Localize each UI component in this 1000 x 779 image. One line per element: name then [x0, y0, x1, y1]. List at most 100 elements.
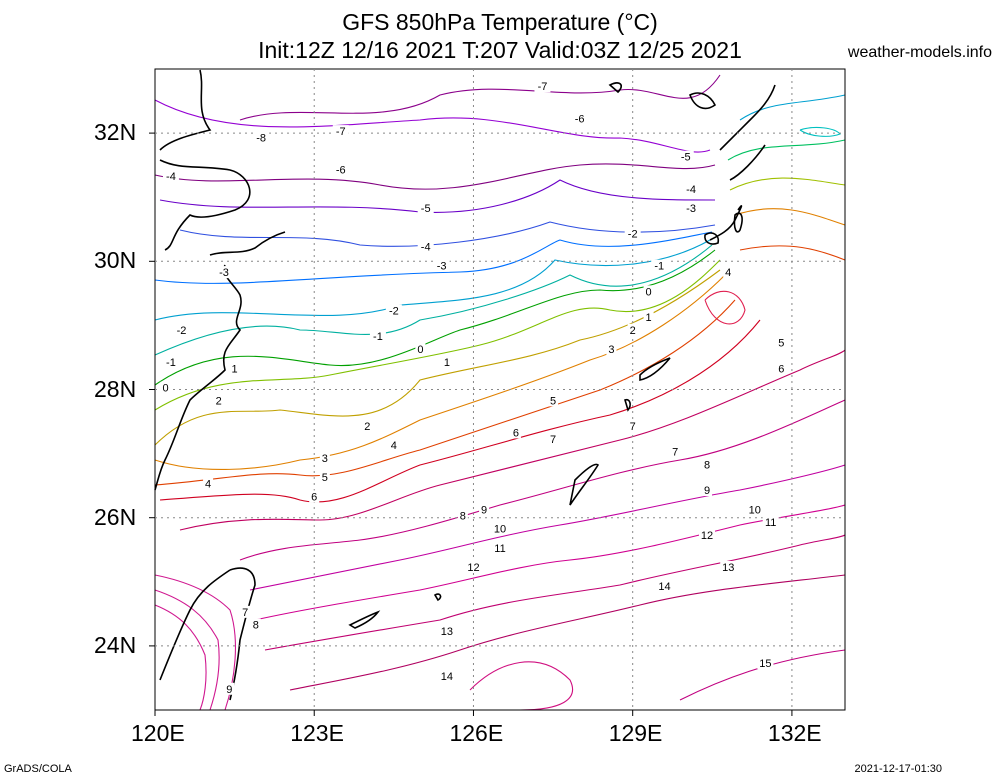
- contour-label: -5: [421, 203, 431, 215]
- contour-label-bg: [162, 355, 179, 368]
- contour-label: 3: [608, 344, 614, 356]
- contour-label: -1: [166, 357, 176, 369]
- island-ryukyu-1: [639, 357, 671, 381]
- lat-lon-grid: [155, 69, 845, 710]
- contour-label-bg: [651, 259, 668, 272]
- contour-label-bg: [492, 522, 508, 535]
- contour-label: -2: [177, 325, 187, 337]
- contour-label: -6: [336, 165, 346, 177]
- contour-label: 0: [163, 383, 169, 395]
- contour-label-bg: [415, 343, 426, 356]
- lon-tick-label: 120E: [131, 720, 185, 746]
- temperature-contours: [154, 74, 846, 711]
- contour-line: [734, 208, 846, 226]
- contour-line: [154, 589, 220, 711]
- contour-label-bg: [776, 336, 787, 349]
- contour-label-bg: [309, 490, 320, 503]
- contour-label: 2: [216, 395, 222, 407]
- footer-timestamp: 2021-12-17-01:30: [854, 763, 942, 775]
- island-ryukyu-2: [569, 463, 600, 506]
- lat-tick-label: 30N: [94, 247, 137, 274]
- contour-label-bg: [362, 419, 373, 432]
- contour-label-bg: [229, 362, 240, 375]
- contour-label-bg: [534, 80, 551, 93]
- contour-line: [727, 139, 846, 161]
- contour-line: [254, 504, 846, 621]
- island-yakushima: [704, 232, 720, 245]
- contour-label-bg: [627, 419, 638, 432]
- contour-label-bg: [203, 477, 214, 490]
- contour-label-bg: [702, 458, 712, 471]
- contour-label: 9: [481, 504, 487, 516]
- contour-label: 6: [513, 427, 519, 439]
- lon-tick-label: 123E: [290, 720, 344, 746]
- contour-label: 5: [778, 338, 784, 350]
- contour-line: [154, 259, 721, 411]
- contour-label: 11: [765, 517, 776, 529]
- contour-line: [799, 126, 841, 137]
- island-gotō: [688, 92, 717, 110]
- contour-label-bg: [683, 182, 700, 195]
- contour-label-bg: [699, 528, 715, 541]
- contour-label-bg: [510, 426, 521, 439]
- contour-label: -1: [373, 331, 383, 343]
- lon-tick-label: 132E: [767, 720, 822, 746]
- contour-line: [739, 94, 846, 121]
- contour-label: 7: [672, 447, 678, 459]
- contour-line: [239, 74, 721, 121]
- contour-label: 6: [778, 363, 784, 375]
- contour-label-bg: [173, 323, 190, 336]
- contour-line: [704, 290, 746, 325]
- footer-software: GrADS/COLA: [4, 763, 72, 775]
- contour-line: [154, 574, 236, 711]
- contour-label-bg: [720, 560, 737, 573]
- contour-label: -4: [421, 241, 431, 253]
- contour-label-bg: [388, 439, 399, 452]
- contour-label-bg: [627, 323, 638, 336]
- contour-label-bg: [385, 304, 402, 317]
- contour-label-bg: [677, 150, 694, 163]
- contour-label-bg: [776, 362, 787, 375]
- lat-tick-label: 24N: [94, 631, 137, 658]
- contour-label-bg: [757, 657, 774, 670]
- island-small: [433, 593, 442, 602]
- contour-line: [739, 245, 846, 261]
- contour-label: -3: [686, 203, 696, 215]
- contour-label: 3: [322, 453, 328, 465]
- contour-label-bg: [332, 163, 349, 176]
- contour-label: 5: [322, 472, 328, 484]
- contour-label-bg: [656, 580, 673, 593]
- contour-label: 9: [226, 684, 232, 696]
- contour-label: 9: [704, 485, 710, 497]
- contour-label-bg: [723, 266, 734, 279]
- contour-label-bg: [624, 227, 641, 240]
- contour-label: 8: [460, 511, 466, 523]
- contour-label-bg: [216, 266, 232, 279]
- contour-label: 7: [242, 607, 248, 619]
- contour-label-bg: [224, 682, 235, 695]
- contour-label-bg: [492, 541, 508, 554]
- contour-label-bg: [441, 355, 452, 368]
- contour-label: 4: [391, 440, 397, 452]
- island-ryukyu-3: [624, 398, 631, 412]
- contour-label: -4: [166, 171, 176, 183]
- contour-line: [469, 661, 574, 711]
- contour-label-bg: [548, 394, 559, 407]
- contour-line: [679, 649, 846, 701]
- chart-title: GFS 850hPa Temperature (°C): [342, 9, 658, 35]
- contour-line: [154, 99, 711, 153]
- axis-tick-marks: [149, 132, 793, 716]
- contour-label-bg: [369, 330, 386, 343]
- contour-line: [154, 163, 716, 190]
- contour-label-bg: [606, 343, 617, 356]
- contour-label: 12: [701, 530, 713, 542]
- contour-label-bg: [571, 112, 588, 125]
- contour-label: 2: [630, 325, 636, 337]
- contour-label: 1: [232, 363, 238, 375]
- contour-label: -2: [628, 229, 638, 241]
- contour-label-bg: [457, 509, 468, 522]
- contour-label-bg: [702, 484, 712, 497]
- contour-label-bg: [319, 452, 330, 465]
- contour-line: [289, 574, 846, 691]
- contour-label: 10: [749, 504, 761, 516]
